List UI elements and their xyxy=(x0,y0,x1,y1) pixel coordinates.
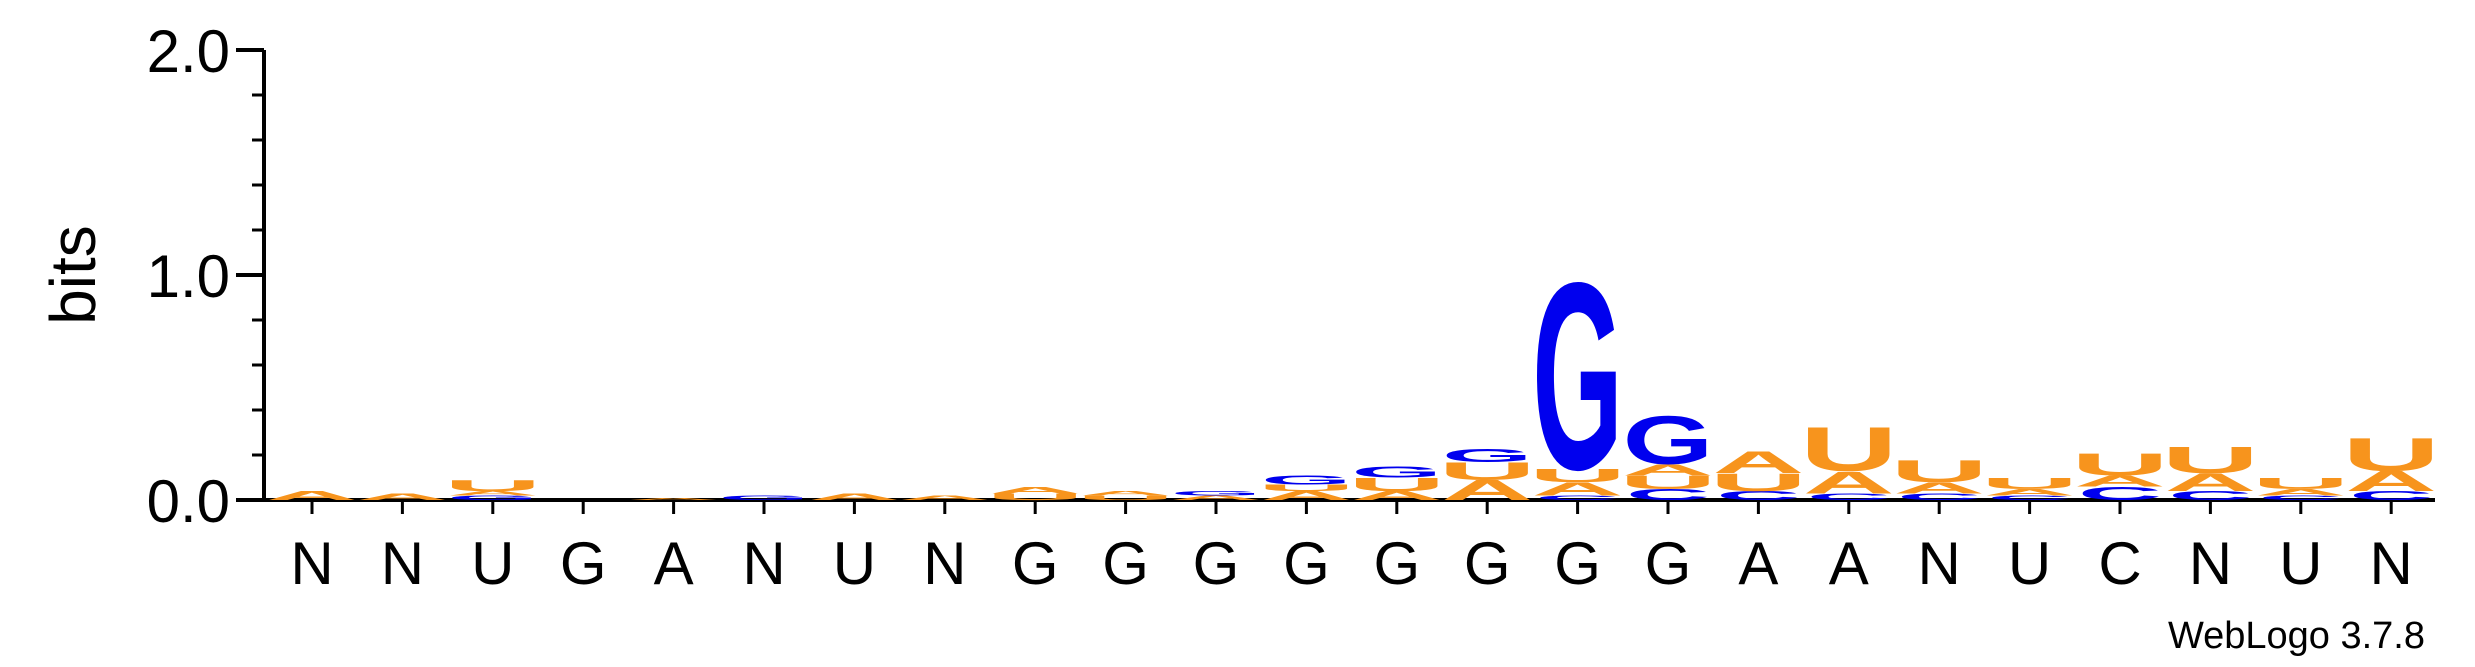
logo-glyph-u: U xyxy=(2342,428,2440,481)
logo-glyph-a: A xyxy=(1260,489,1352,503)
x-tick-label: N xyxy=(381,530,424,597)
logo-glyph-a: A xyxy=(1170,494,1262,501)
logo-glyph-g: G xyxy=(1351,463,1442,481)
logo-glyph-u: U xyxy=(1257,483,1355,494)
logo-glyph-u: U xyxy=(1438,457,1536,485)
logo-glyph-g: G xyxy=(1623,402,1714,479)
logo-glyph-g: G xyxy=(1261,473,1352,487)
logo-glyph-c: C xyxy=(1987,494,2071,501)
logo-glyph-a: A xyxy=(1080,490,1172,497)
x-tick-label: C xyxy=(2098,530,2141,597)
x-tick-label: G xyxy=(1645,530,1692,597)
x-tick-label: A xyxy=(1829,530,1869,597)
logo-glyph-a: A xyxy=(1622,461,1714,478)
logo-glyph-a: A xyxy=(447,490,539,497)
logo-glyph-a: A xyxy=(1893,479,1985,496)
logo-glyph-a: A xyxy=(1351,489,1443,503)
logo-glyph-a: A xyxy=(1532,479,1624,500)
logo-glyph-a: A xyxy=(1803,465,1895,500)
y-axis: 0.0 1.0 2.0 bits xyxy=(37,18,266,535)
y-tick-label: 0.0 xyxy=(147,468,230,535)
logo-glyph-c: C xyxy=(2078,483,2162,504)
logo-glyph-a: A xyxy=(2345,466,2437,498)
logo-glyph-u: U xyxy=(2071,447,2169,482)
x-tick-label: G xyxy=(1464,530,1511,597)
x-tick-label: A xyxy=(1738,530,1778,597)
logo-glyph-a: A xyxy=(989,485,1081,496)
logo-glyph-u: U xyxy=(1981,475,2079,492)
weblogo-credit: WebLogo 3.7.8 xyxy=(2168,615,2425,657)
logo-glyph-a: A xyxy=(2074,472,2166,489)
logo-glyph-u: U xyxy=(2161,439,2259,481)
x-tick-label: U xyxy=(2279,530,2322,597)
y-tick-label: 2.0 xyxy=(147,18,230,85)
x-tick-label: A xyxy=(654,530,694,597)
x-tick-label: G xyxy=(1283,530,1330,597)
logo-glyph-g: G xyxy=(1171,490,1262,497)
logo-glyph-a: A xyxy=(2255,487,2347,498)
x-tick-label: G xyxy=(560,530,607,597)
logo-glyph-u: U xyxy=(2252,475,2350,492)
logo-glyph-c: C xyxy=(2349,489,2433,503)
x-tick-label: N xyxy=(2189,530,2232,597)
logo-glyph-c: C xyxy=(1807,491,1891,502)
logo-glyph-u: U xyxy=(986,492,1084,503)
logo-glyph-u: U xyxy=(1800,414,1898,484)
logo-glyph-u: U xyxy=(444,477,542,494)
logo-glyph-g: G xyxy=(1442,445,1533,466)
logo-glyph-a: A xyxy=(808,492,900,503)
logo-glyph-u: U xyxy=(1077,494,1175,501)
x-tick-label: N xyxy=(1918,530,1961,597)
x-tick-label: G xyxy=(1373,530,1420,597)
logo-glyph-u: U xyxy=(1890,454,1988,489)
x-tick-label: G xyxy=(1102,530,1149,597)
logo-glyph-u: U xyxy=(1348,474,1446,495)
x-tick-label: G xyxy=(1193,530,1240,597)
y-ticks: 0.0 1.0 2.0 xyxy=(147,18,264,535)
logo-glyph-a: A xyxy=(266,489,358,503)
y-tick-label: 1.0 xyxy=(147,243,230,310)
logo-glyph-a: A xyxy=(628,497,720,500)
logo-glyph-c: C xyxy=(1535,494,1619,501)
logo-glyph-c: C xyxy=(2168,489,2252,503)
logo-glyph-a: A xyxy=(899,494,991,501)
x-tick-label: U xyxy=(471,530,514,597)
logo-glyph-a: A xyxy=(1441,475,1533,507)
x-tick-label: N xyxy=(742,530,785,597)
logo-glyph-u: U xyxy=(1529,465,1627,486)
y-axis-label: bits xyxy=(37,225,109,325)
logo-glyph-a: A xyxy=(2164,469,2256,497)
logo-glyph-a: A xyxy=(356,492,448,503)
x-tick-label: N xyxy=(290,530,333,597)
logo-glyph-a: A xyxy=(1712,445,1804,480)
logo-glyph-g: G xyxy=(1532,226,1623,525)
x-tick-label: N xyxy=(2370,530,2413,597)
logo-glyph-c: C xyxy=(1626,486,1710,504)
logo-glyph-c: C xyxy=(1716,489,1800,503)
logo-glyph-g: G xyxy=(447,494,538,501)
logo-glyph-c: C xyxy=(2259,494,2343,501)
x-tick-label: U xyxy=(833,530,876,597)
logo-glyph-u: U xyxy=(1619,472,1717,493)
logo-glyph-g: G xyxy=(719,494,810,501)
logo-glyph-c: C xyxy=(1897,491,1981,502)
x-tick-label: G xyxy=(1554,530,1601,597)
logo-glyph-a: A xyxy=(1984,487,2076,498)
x-tick-label: U xyxy=(2008,530,2051,597)
x-tick-label: G xyxy=(1012,530,1059,597)
x-tick-label: N xyxy=(923,530,966,597)
logo-glyph-u: U xyxy=(1709,468,1807,496)
